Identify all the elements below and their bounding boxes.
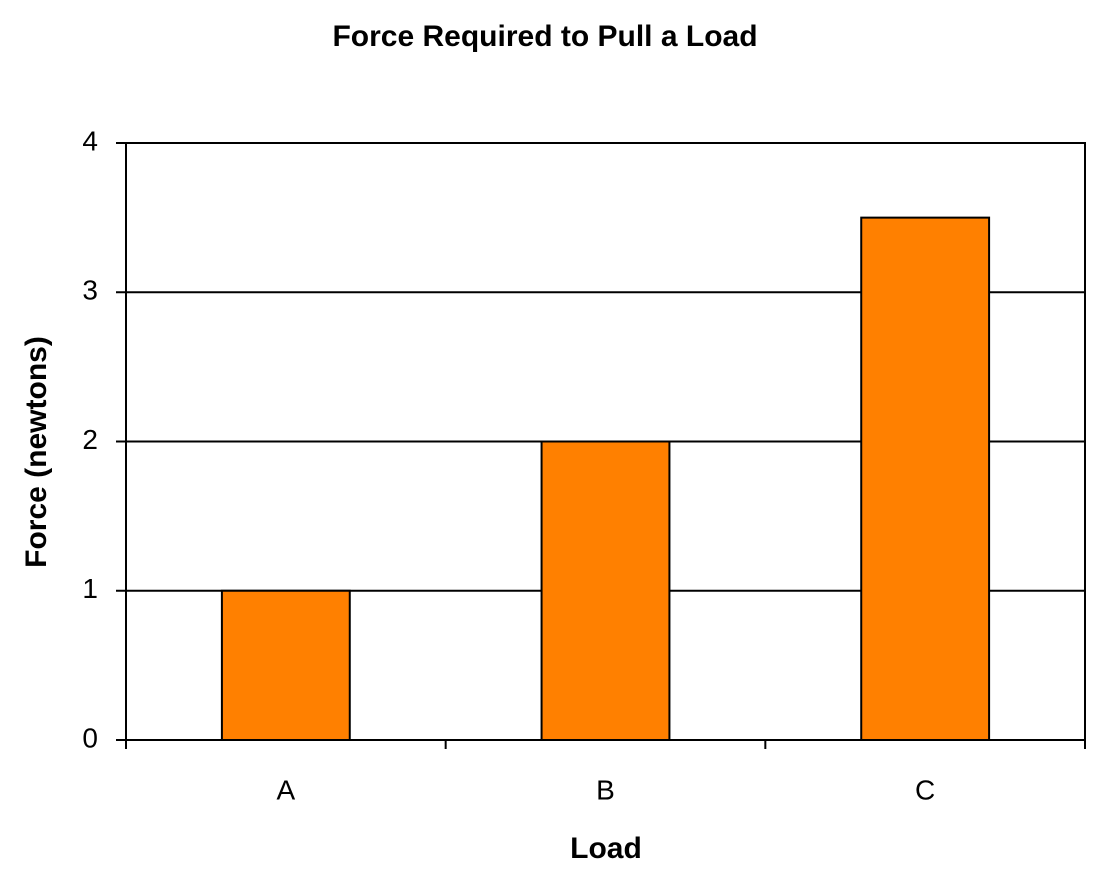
y-tick-label: 1 bbox=[82, 573, 98, 604]
y-tick-label: 4 bbox=[82, 125, 98, 156]
chart-title: Force Required to Pull a Load bbox=[332, 20, 757, 53]
bar bbox=[540, 440, 671, 741]
y-axis-label: Force (newtons) bbox=[20, 336, 53, 568]
y-tick-label: 0 bbox=[82, 722, 98, 753]
x-tick-label: C bbox=[915, 774, 935, 805]
bar bbox=[860, 216, 991, 741]
y-tick-label: 3 bbox=[82, 275, 98, 306]
x-axis-label: Load bbox=[570, 832, 642, 865]
x-tick-label: B bbox=[596, 774, 615, 805]
x-tick-label: A bbox=[276, 774, 295, 805]
bar bbox=[220, 589, 351, 741]
y-tick-label: 2 bbox=[82, 424, 98, 455]
